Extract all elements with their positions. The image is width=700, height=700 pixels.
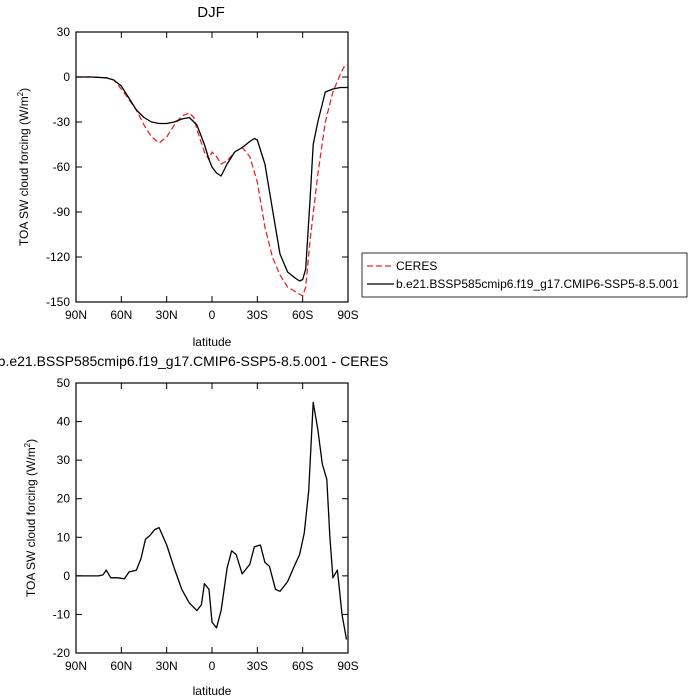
legend-label-model: b.e21.BSSP585cmip6.f19_g17.CMIP6-SSP5-8.…	[396, 277, 679, 291]
top-axis-ticks: 90N 60N 30N 0 30S 60S 90S 30 0 -30 -60 -90 -120 -150	[46, 25, 359, 322]
bottom-x-tick-label: 60N	[110, 659, 132, 673]
bottom-chart-title: b.e21.BSSP585cmip6.f19_g17.CMIP6-SSP5-8.…	[0, 353, 388, 369]
top-y-tick-label: -30	[53, 115, 71, 129]
top-y-tick-label: -120	[46, 250, 70, 264]
legend-label-ceres: CERES	[396, 259, 437, 273]
top-y-tick-label: -90	[53, 205, 71, 219]
top-series-lines	[76, 64, 348, 297]
top-y-tick-label: 0	[63, 70, 70, 84]
top-series-line-2	[76, 76, 348, 282]
top-x-tick-label: 90N	[65, 308, 87, 322]
top-x-tick-label: 90S	[337, 308, 358, 322]
bottom-y-tick-label: 10	[57, 530, 71, 544]
bottom-axis-ticks: 90N 60N 30N 0 30S 60S 90S 50 40 30 20 10 0 -10 -20	[53, 376, 359, 673]
bottom-x-tick-label: 90N	[65, 659, 87, 673]
bottom-y-tick-label: -10	[53, 607, 71, 621]
top-series-line-1	[76, 64, 348, 297]
top-x-tick-label: 60S	[292, 308, 313, 322]
top-y-tick-label: 30	[57, 25, 71, 39]
top-y-tick-label: -150	[46, 295, 70, 309]
top-x-axis-label: latitude	[193, 335, 232, 349]
top-y-axis-label: TOA SW cloud forcing (W/m2)	[16, 88, 31, 246]
bottom-y-tick-label: 20	[57, 492, 71, 506]
bottom-y-axis-label: TOA SW cloud forcing (W/m2)	[23, 439, 38, 597]
bottom-series-line-1	[76, 401, 348, 640]
bottom-x-axis-label: latitude	[193, 684, 232, 698]
bottom-series-lines	[76, 401, 348, 640]
bottom-y-tick-label: -20	[53, 646, 71, 660]
bottom-x-tick-label: 30N	[156, 659, 178, 673]
bottom-y-tick-label: 40	[57, 415, 71, 429]
bottom-y-tick-label: 50	[57, 376, 71, 390]
top-panel: DJF 90N 60N 30N 0 30S 60S 90S 30 0 -30 -60 -90 -120 -…	[16, 4, 688, 349]
bottom-x-tick-label: 60S	[292, 659, 313, 673]
top-x-tick-label: 30S	[247, 308, 268, 322]
top-y-tick-label: -60	[53, 160, 71, 174]
legend-box	[361, 252, 688, 298]
top-x-tick-label: 30N	[156, 308, 178, 322]
bottom-plot-frame	[75, 382, 349, 654]
bottom-x-tick-label: 0	[209, 659, 216, 673]
top-x-tick-label: 60N	[110, 308, 132, 322]
top-chart-title: DJF	[197, 4, 225, 21]
legend: CERES b.e21.BSSP585cmip6.f19_g17.CMIP6-S…	[361, 252, 688, 298]
bottom-y-tick-label: 30	[57, 453, 71, 467]
bottom-x-tick-label: 90S	[337, 659, 358, 673]
bottom-y-tick-label: 0	[63, 569, 70, 583]
bottom-panel: b.e21.BSSP585cmip6.f19_g17.CMIP6-SSP5-8.…	[0, 353, 388, 698]
bottom-x-tick-label: 30S	[247, 659, 268, 673]
top-x-tick-label: 0	[209, 308, 216, 322]
